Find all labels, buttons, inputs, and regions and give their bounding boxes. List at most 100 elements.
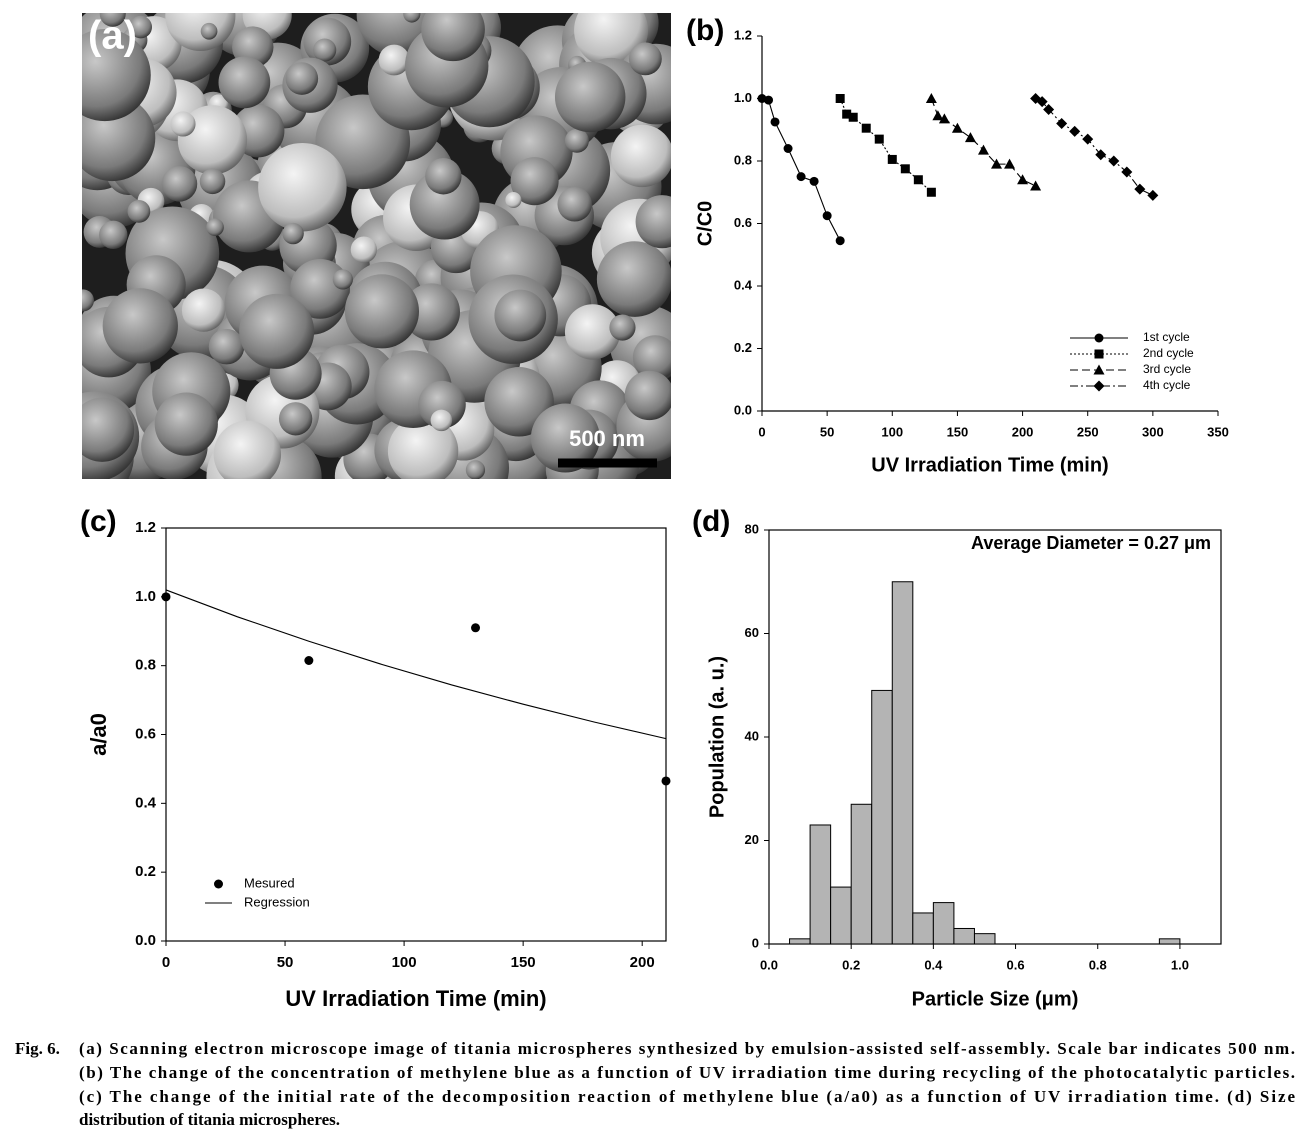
microsphere <box>239 293 315 369</box>
marker <box>932 110 944 121</box>
legend-label: 3rd cycle <box>1143 362 1191 376</box>
caption-line: distribution of titania microspheres. <box>79 1110 340 1129</box>
marker <box>874 134 884 144</box>
marker <box>304 656 314 666</box>
marker <box>926 187 936 197</box>
plot-frame <box>768 529 1222 945</box>
marker <box>1121 166 1133 178</box>
marker <box>991 158 1003 169</box>
microsphere <box>465 460 486 479</box>
x-tick-label: 50 <box>277 954 294 971</box>
microsphere <box>82 397 135 462</box>
caption-line: (a) Scanning electron microscope image o… <box>79 1039 1295 1058</box>
marker <box>1082 133 1094 145</box>
microsphere <box>530 403 600 473</box>
x-tick-label: 350 <box>1207 424 1229 439</box>
microsphere <box>564 304 621 360</box>
marker <box>1095 149 1107 161</box>
microsphere <box>421 13 485 62</box>
marker <box>161 592 171 602</box>
microsphere <box>170 111 196 137</box>
legend-label: 4th cycle <box>1143 378 1191 392</box>
y-axis-label: a/a0 <box>86 713 111 756</box>
marker <box>977 144 989 155</box>
x-axis-label: Particle Size (μm) <box>912 988 1079 1010</box>
marker <box>822 211 832 221</box>
caption-line: (b) The change of the concentration of m… <box>79 1063 1295 1082</box>
microsphere <box>99 13 126 27</box>
microsphere <box>313 38 337 62</box>
microsphere <box>200 22 218 40</box>
microsphere <box>632 335 671 380</box>
y-tick-label: 60 <box>745 625 759 640</box>
x-tick-label: 150 <box>947 424 969 439</box>
histogram-bar <box>912 912 934 945</box>
histogram-bar <box>809 824 832 945</box>
plot-frame <box>165 527 667 942</box>
microsphere <box>350 236 377 263</box>
microsphere <box>199 168 226 195</box>
microsphere <box>430 409 453 432</box>
legend-label: Mesured <box>244 875 295 890</box>
microsphere <box>402 283 460 341</box>
y-axis-label: C/C0 <box>694 201 716 247</box>
x-tick-label: 0.4 <box>924 957 943 972</box>
y-tick-label: 0.0 <box>734 402 752 417</box>
marker <box>1134 183 1146 195</box>
marker <box>913 175 923 185</box>
panel-label: (b) <box>686 14 724 47</box>
microsphere <box>628 42 662 76</box>
microsphere <box>165 13 236 51</box>
marker <box>1069 125 1081 137</box>
y-tick-label: 0.2 <box>135 863 156 880</box>
microsphere <box>218 56 271 109</box>
marker <box>1036 96 1048 108</box>
panel-label: (d) <box>692 505 730 538</box>
x-tick-label: 100 <box>392 954 417 971</box>
marker <box>842 109 852 119</box>
y-tick-label: 0.4 <box>734 277 753 292</box>
y-tick-label: 0 <box>752 935 759 950</box>
y-tick-label: 0.4 <box>135 794 157 811</box>
marker <box>848 112 858 122</box>
histogram-bar <box>789 938 811 945</box>
microsphere <box>154 392 218 456</box>
microsphere <box>554 61 626 133</box>
histogram-bar <box>830 886 852 945</box>
caption-line: (c) The change of the initial rate of th… <box>79 1087 1295 1106</box>
marker <box>1147 189 1159 201</box>
x-tick-label: 0 <box>758 424 765 439</box>
y-tick-label: 0.6 <box>135 725 156 742</box>
x-tick-label: 0.6 <box>1007 957 1025 972</box>
microsphere <box>494 289 547 342</box>
marker <box>1004 158 1016 169</box>
microsphere <box>425 158 462 195</box>
microsphere <box>344 274 420 349</box>
x-tick-label: 0 <box>162 954 170 971</box>
y-tick-label: 1.2 <box>734 27 752 42</box>
caption-label: Fig. 6. <box>15 1039 60 1058</box>
marker <box>471 623 481 633</box>
microsphere <box>213 420 282 479</box>
annotation: Average Diameter = 0.27 μm <box>971 533 1211 553</box>
x-tick-label: 0.0 <box>760 957 778 972</box>
marker <box>1093 380 1105 392</box>
microsphere <box>403 13 421 23</box>
histogram-bar <box>871 689 893 945</box>
histogram-bar <box>891 581 914 945</box>
marker <box>1017 174 1029 185</box>
microsphere <box>282 222 304 245</box>
marker <box>809 176 819 186</box>
histogram-bar <box>1158 938 1181 945</box>
microsphere <box>181 288 226 332</box>
microsphere <box>557 187 592 222</box>
marker <box>938 113 950 124</box>
microsphere <box>624 370 671 421</box>
marker <box>1108 155 1120 167</box>
x-axis-label: UV Irradiation Time (min) <box>871 454 1108 476</box>
marker <box>1030 180 1042 191</box>
marker <box>835 94 845 103</box>
y-tick-label: 1.0 <box>135 588 156 605</box>
marker <box>1094 333 1104 343</box>
